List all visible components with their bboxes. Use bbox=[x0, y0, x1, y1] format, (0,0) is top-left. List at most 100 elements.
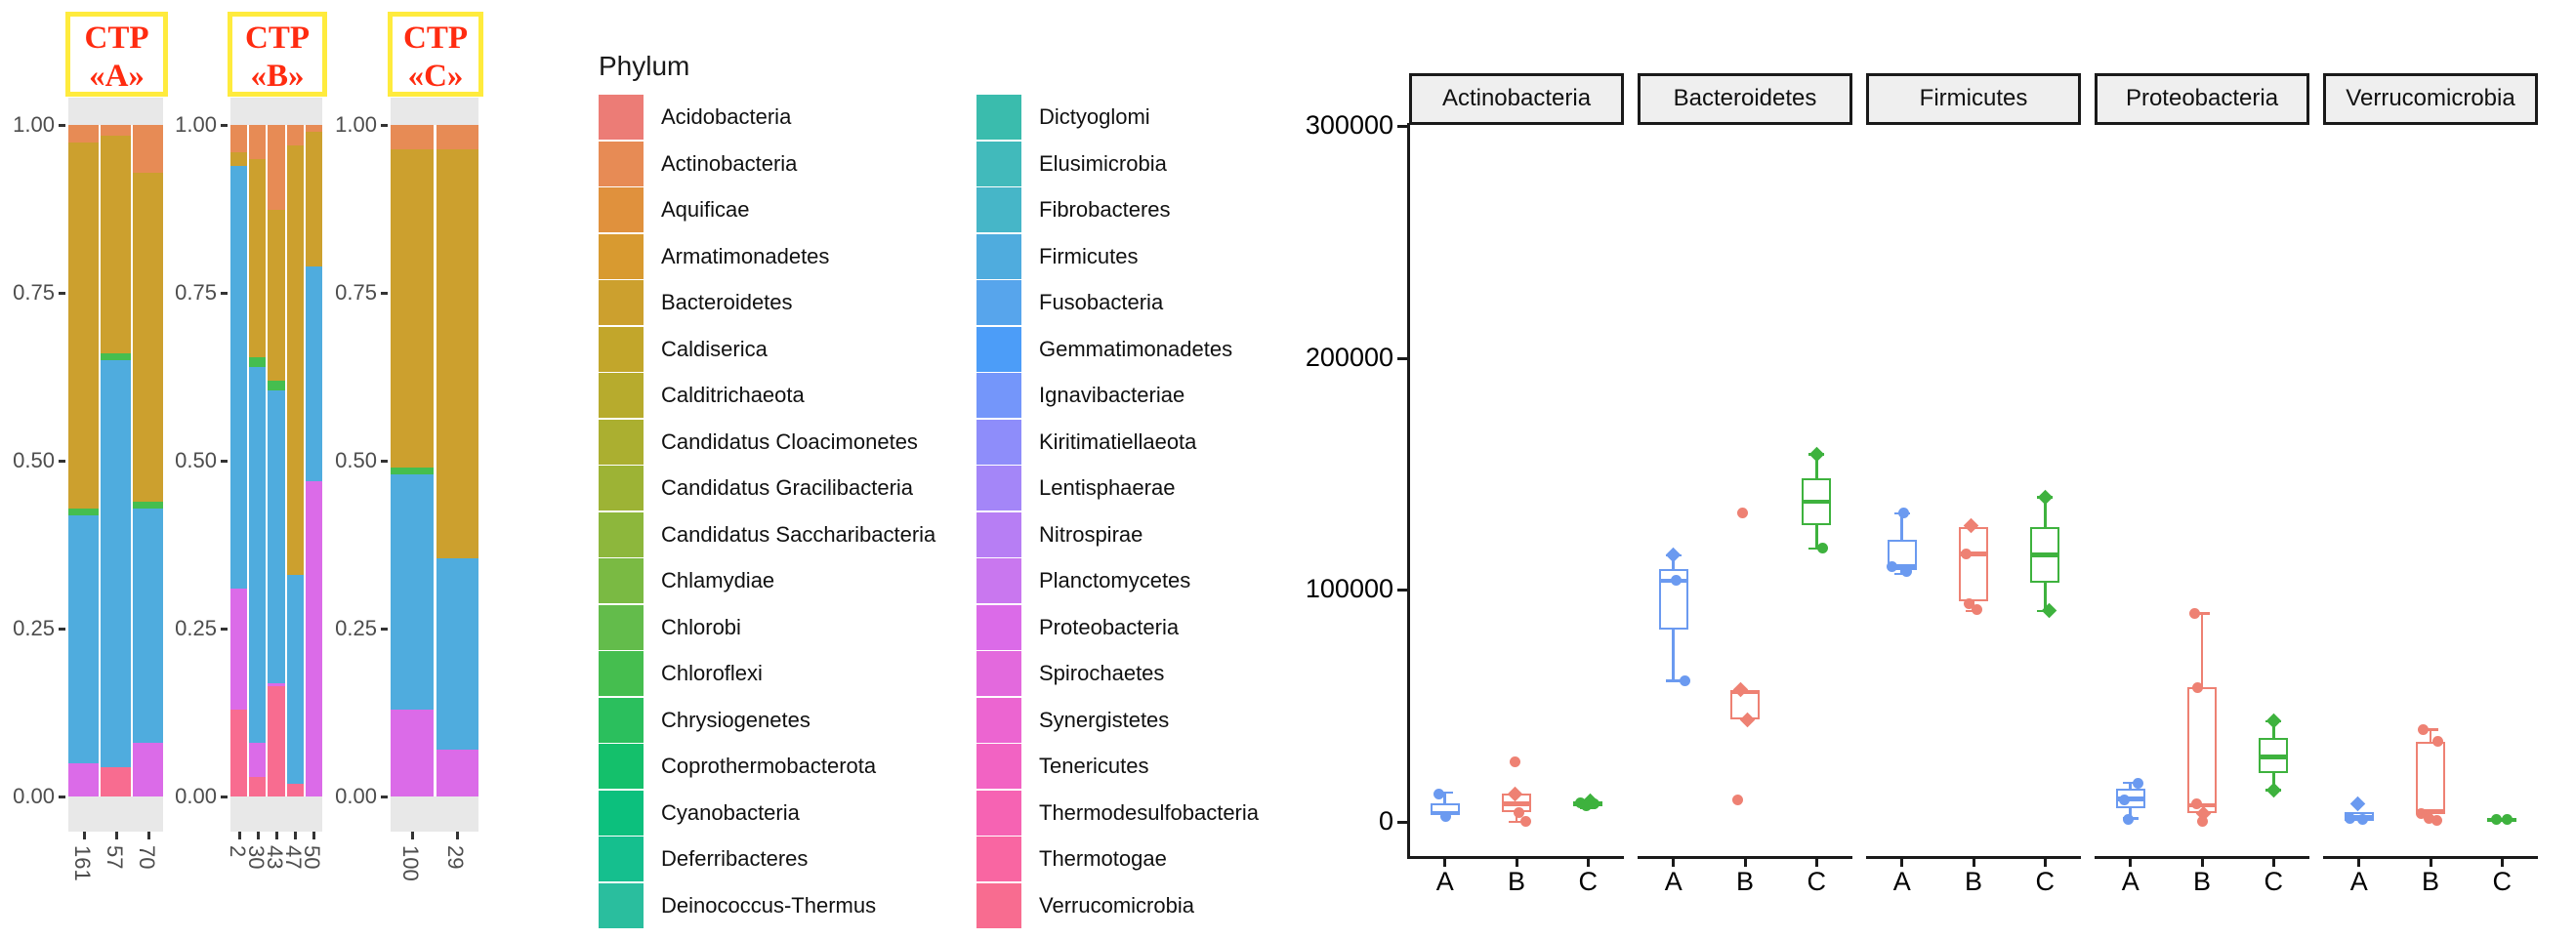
legend-item-label: Chlamydiae bbox=[661, 568, 775, 592]
bar-segment-Bacteroidetes bbox=[133, 172, 163, 502]
legend-item-label: Acidobacteria bbox=[661, 104, 792, 129]
data-point-diamond bbox=[2349, 796, 2366, 812]
ctp-header-line2: «B» bbox=[250, 59, 305, 94]
legend-item-label: Aquificae bbox=[661, 197, 750, 222]
data-point-diamond bbox=[2037, 489, 2054, 506]
legend-item-label: Ignavibacteriae bbox=[1039, 383, 1185, 407]
legend-item-label: Deferribacteres bbox=[661, 846, 809, 871]
whisker-low bbox=[1815, 524, 1818, 549]
data-point-circle bbox=[1671, 575, 1683, 587]
legend-swatch bbox=[599, 558, 644, 603]
legend-swatch bbox=[976, 744, 1021, 789]
ctp-header-1: CTP «B» bbox=[228, 12, 327, 97]
box-iqr bbox=[2187, 687, 2217, 814]
whisker-high bbox=[2272, 720, 2275, 739]
bar-segment-Verrucomicrobia bbox=[101, 766, 131, 797]
box-median bbox=[1802, 499, 1832, 505]
x-axis-tick-mark bbox=[1900, 859, 1904, 867]
stacked-bar-charts: CTP «A» 1.00 0.75 0.50 0.25 0.00 161 57 70 CTP «B» 1… bbox=[13, 12, 483, 881]
x-axis-tick-mark bbox=[1972, 859, 1975, 867]
bar-segment-Bacteroidetes bbox=[286, 144, 304, 576]
y-axis-tick-mark bbox=[221, 124, 228, 127]
panel-band-bottom bbox=[391, 796, 478, 832]
legend-item-label: Fibrobacteres bbox=[1039, 197, 1171, 222]
legend-item-label: Synergistetes bbox=[1039, 707, 1170, 732]
y-axis-tick-mark bbox=[381, 292, 388, 295]
x-axis-tick-mark bbox=[146, 832, 150, 839]
whisker-high-cap bbox=[2423, 728, 2438, 731]
data-point-circle bbox=[1509, 756, 1520, 768]
data-point-circle bbox=[1580, 799, 1592, 811]
ctp-header-line1: CTP bbox=[403, 20, 468, 56]
whisker-high bbox=[2044, 497, 2047, 528]
x-axis-tick-mark bbox=[1672, 859, 1676, 867]
y-axis-tick-label: 0.75 bbox=[335, 280, 377, 305]
data-point-circle bbox=[1433, 788, 1445, 799]
data-point-circle bbox=[2190, 797, 2202, 809]
legend-item-label: Thermodesulfobacteria bbox=[1039, 799, 1260, 825]
facet-strip-bacteroidetes: Bacteroidetes bbox=[1638, 73, 1852, 125]
x-axis-group-label: A bbox=[1892, 867, 1911, 896]
legend-swatch bbox=[976, 558, 1021, 603]
data-point-circle bbox=[2196, 815, 2208, 827]
x-axis-tick-mark bbox=[82, 832, 86, 839]
data-point-circle bbox=[2345, 812, 2356, 824]
phylum-legend: Phylum Acidobacteria Actinobacteria Aquifi… bbox=[599, 51, 1260, 928]
bar-segment-Firmicutes bbox=[391, 473, 434, 711]
ctp-header-line2: «C» bbox=[407, 59, 464, 94]
legend-swatch bbox=[599, 882, 644, 928]
y-axis-tick-label: 0.50 bbox=[335, 448, 377, 472]
bar-segment-Actinobacteria bbox=[391, 125, 434, 149]
legend-item-label: Verrucomicrobia bbox=[1039, 892, 1194, 918]
y-axis-tick-mark bbox=[221, 796, 228, 798]
legend-swatch bbox=[976, 511, 1021, 557]
legend-item-label: Chloroflexi bbox=[661, 661, 763, 685]
box-median bbox=[1502, 801, 1531, 806]
legend-item-label: Bacteroidetes bbox=[661, 290, 793, 314]
y-axis-tick-label: 0.25 bbox=[175, 616, 217, 640]
y-axis-tick-label: 1.00 bbox=[175, 112, 217, 137]
x-axis-group-label: B bbox=[1735, 867, 1754, 896]
x-axis-tick-mark bbox=[1814, 859, 1818, 867]
y-axis-tick-mark bbox=[381, 628, 388, 631]
legend-swatch bbox=[599, 326, 644, 372]
data-point-circle bbox=[1574, 796, 1586, 808]
data-point-circle bbox=[1960, 548, 1972, 559]
y-axis-line bbox=[1407, 123, 1410, 859]
legend-item-label: Deinococcus-Thermus bbox=[661, 892, 877, 918]
x-axis-group-label: A bbox=[2121, 867, 2140, 896]
data-point-circle bbox=[1901, 565, 1913, 577]
bar-segment-Proteobacteria bbox=[305, 480, 322, 797]
legend-swatch bbox=[976, 280, 1021, 325]
legend-swatch bbox=[976, 466, 1021, 510]
data-point-circle bbox=[1519, 816, 1531, 828]
bar-segment-Chloroflexi bbox=[249, 356, 267, 368]
x-axis-tick-mark bbox=[2043, 859, 2047, 867]
legend-item-label: Elusimicrobia bbox=[1039, 150, 1167, 176]
data-point-circle bbox=[2431, 814, 2442, 826]
x-axis-group-label: B bbox=[1507, 867, 1525, 896]
legend-item-label: Actinobacteria bbox=[661, 150, 798, 176]
legend-swatch bbox=[599, 744, 644, 789]
y-axis-tick-mark bbox=[59, 460, 65, 463]
data-point-circle bbox=[1680, 674, 1691, 686]
x-axis-line bbox=[2323, 856, 2538, 859]
data-point-circle bbox=[1816, 543, 1828, 554]
whisker-high bbox=[2200, 613, 2204, 688]
y-axis-tick-mark bbox=[1397, 589, 1407, 592]
bar-segment-Chloroflexi bbox=[101, 352, 131, 361]
legend-swatch bbox=[976, 95, 1021, 140]
data-point-circle bbox=[1971, 604, 1982, 616]
bar-segment-Firmicutes bbox=[230, 165, 248, 590]
data-point-diamond bbox=[2265, 782, 2282, 798]
facet-strip-proteobacteria: Proteobacteria bbox=[2095, 73, 2309, 125]
whisker-low-cap bbox=[1808, 547, 1825, 551]
x-axis-group-label: C bbox=[1578, 867, 1599, 896]
x-axis-group-label: B bbox=[1964, 867, 1982, 896]
x-axis-group-label: A bbox=[1664, 867, 1683, 896]
data-point-circle bbox=[2119, 794, 2131, 805]
legend-item-label: Cyanobacteria bbox=[661, 799, 800, 825]
y-axis-tick-mark bbox=[381, 460, 388, 463]
legend-item-label: Kiritimatiellaeota bbox=[1039, 429, 1197, 454]
